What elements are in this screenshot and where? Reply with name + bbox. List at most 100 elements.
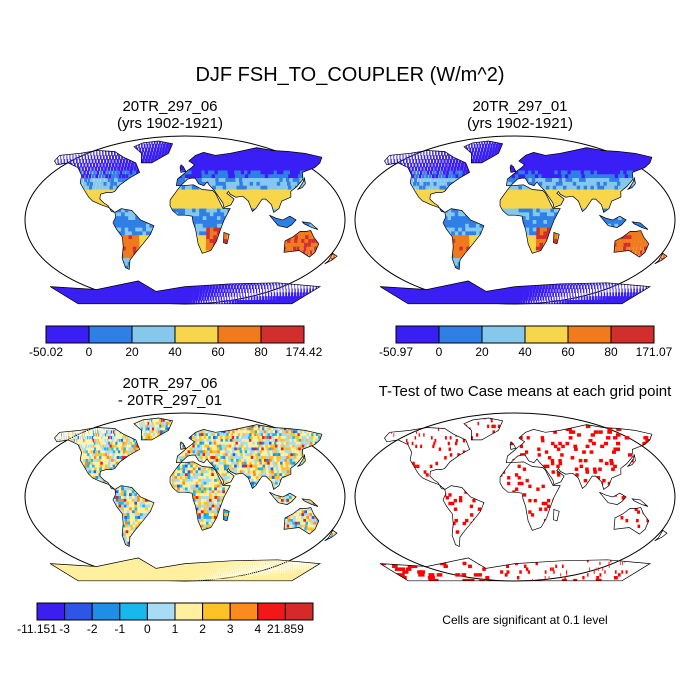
map-cell — [624, 166, 631, 172]
map-cell — [181, 189, 186, 194]
map-cell — [252, 299, 257, 304]
map-cell — [280, 170, 286, 175]
map-cell — [249, 299, 254, 304]
map-cell — [429, 170, 433, 175]
coastline-namerica — [54, 150, 141, 213]
map-cell — [338, 247, 341, 251]
map-cell — [181, 166, 186, 172]
map-cell — [213, 159, 218, 164]
map-cell — [365, 174, 367, 178]
map-cell — [456, 136, 460, 140]
map-cell — [373, 167, 375, 171]
map-cell — [607, 162, 613, 168]
map-cell — [299, 246, 304, 252]
map-cell — [553, 166, 559, 172]
map-cell — [100, 178, 105, 183]
map-cell — [548, 155, 553, 160]
map-cell — [50, 166, 52, 172]
map-cell — [213, 303, 216, 304]
map-cell — [588, 151, 595, 156]
map-cell — [245, 162, 251, 168]
map-cell — [153, 147, 157, 153]
map-cell — [238, 162, 244, 168]
map-cell — [224, 155, 230, 160]
map-cell — [437, 166, 441, 172]
map-cell — [589, 166, 595, 172]
map-cell — [165, 303, 172, 304]
map-cell — [164, 147, 168, 153]
map-cell — [206, 212, 211, 217]
map-cell — [243, 166, 248, 172]
map-cell — [128, 239, 134, 244]
map-cell — [226, 193, 232, 198]
map-cell — [524, 159, 529, 164]
map-cell — [284, 223, 289, 229]
map-cell — [481, 155, 485, 160]
map-cell — [227, 292, 230, 297]
map-cell — [611, 141, 620, 145]
map-cell — [118, 155, 121, 160]
map-cell — [77, 162, 79, 168]
map-cell — [460, 166, 464, 172]
map-cell — [426, 170, 430, 175]
map-cell — [435, 151, 437, 156]
map-cell — [97, 197, 102, 202]
map-cell — [250, 185, 255, 191]
map-cell — [648, 155, 656, 160]
map-cell — [104, 166, 107, 172]
map-cell — [51, 159, 53, 164]
map-cell — [418, 143, 421, 149]
map-cell — [608, 136, 620, 140]
map-cell — [585, 141, 593, 145]
map-cell — [213, 216, 218, 221]
map-cell — [227, 155, 233, 160]
map-cell — [82, 159, 84, 164]
map-cell — [544, 170, 549, 175]
map-cell — [91, 166, 94, 172]
map-cell — [181, 174, 186, 179]
map-cell — [216, 189, 221, 194]
map-cell — [182, 296, 186, 301]
map-cell — [415, 136, 422, 140]
map-cell — [303, 159, 310, 164]
map-cell — [216, 223, 222, 229]
map-cell — [245, 155, 251, 160]
map-cell — [250, 292, 252, 297]
map-cell — [409, 147, 411, 153]
map-cell — [294, 166, 301, 172]
map-cell — [251, 303, 259, 304]
map-cell — [606, 155, 613, 160]
map-cell — [99, 151, 101, 156]
map-cell — [61, 277, 68, 282]
map-cell — [109, 141, 112, 145]
map-cell — [478, 155, 482, 160]
map-cell — [80, 143, 83, 149]
map-cell — [450, 166, 454, 172]
map-cell — [222, 178, 227, 183]
map-cell — [163, 296, 168, 301]
map-cell — [396, 155, 398, 160]
map-cell — [208, 178, 213, 183]
map-cell — [626, 162, 632, 168]
map-cell — [254, 136, 264, 140]
map-cell — [605, 141, 615, 145]
map-cell — [598, 136, 609, 140]
map-cell — [227, 170, 233, 175]
map-cell — [195, 227, 200, 233]
map-cell — [267, 170, 273, 175]
map-cell — [430, 159, 434, 164]
map-cell — [540, 166, 546, 172]
map-cell — [491, 151, 495, 156]
map-cell — [416, 170, 420, 175]
map-cell — [282, 155, 289, 160]
map-cell — [188, 212, 193, 217]
map-cell — [211, 178, 217, 183]
map-cell — [199, 288, 203, 293]
map-cell — [206, 200, 211, 206]
map-cell — [149, 303, 157, 304]
map-cell — [518, 159, 522, 164]
map-cell — [50, 273, 53, 278]
map-cell — [461, 162, 464, 168]
map-cell — [389, 147, 391, 153]
map-cell — [326, 170, 332, 175]
